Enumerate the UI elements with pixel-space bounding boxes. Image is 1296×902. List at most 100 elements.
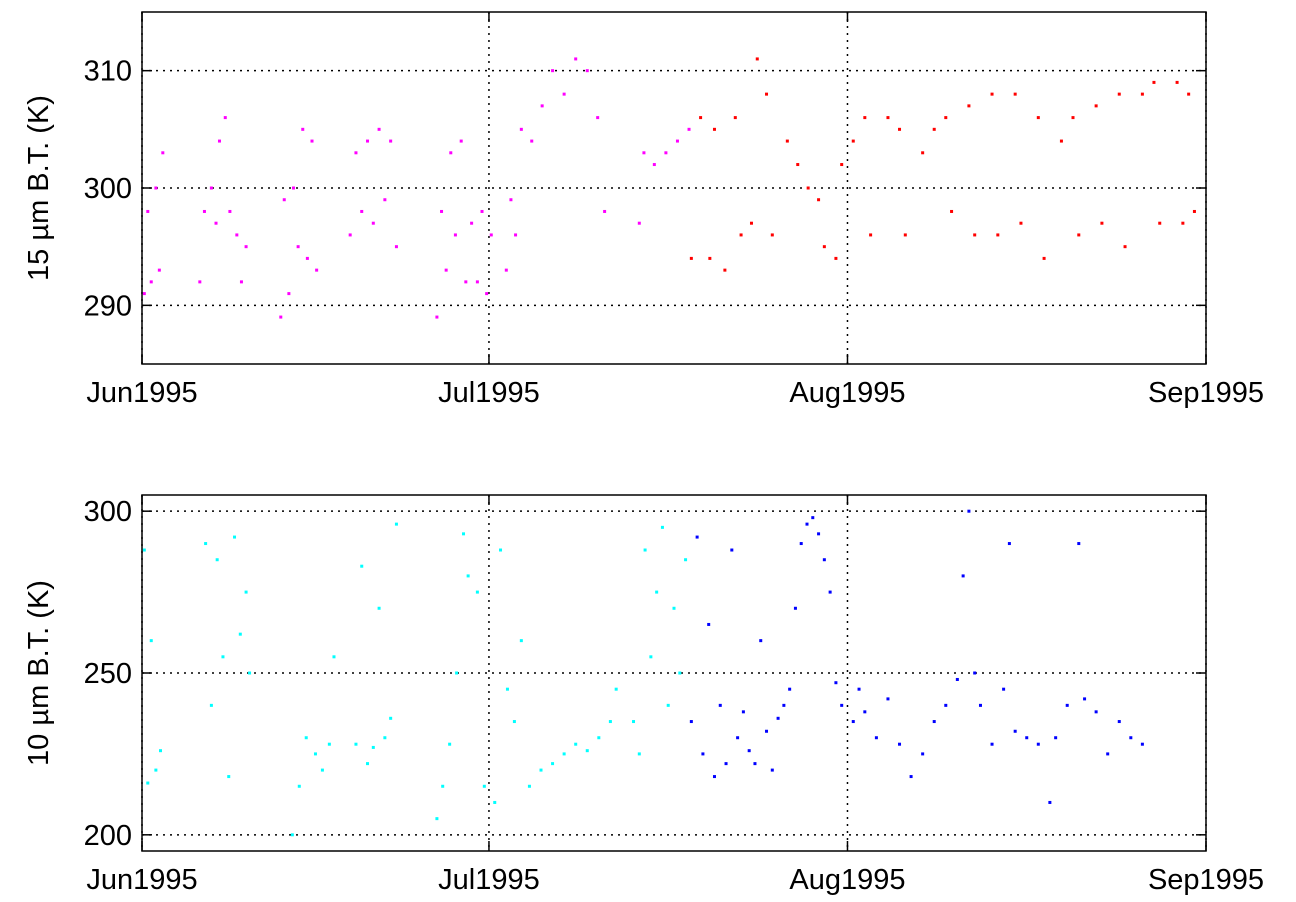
x-tick-label: Jul1995	[438, 864, 540, 896]
data-point	[950, 209, 954, 213]
data-point	[223, 116, 227, 120]
data-point	[840, 703, 844, 707]
data-point	[785, 139, 789, 143]
data-point	[770, 233, 774, 237]
data-point	[157, 268, 161, 272]
data-point	[990, 92, 994, 96]
data-point	[209, 703, 213, 707]
data-point	[739, 233, 743, 237]
data-point	[1158, 221, 1162, 225]
x-tick-label: Jul1995	[438, 377, 540, 409]
data-point	[684, 558, 688, 562]
data-point	[712, 775, 716, 779]
data-point	[551, 762, 555, 766]
data-point	[161, 151, 165, 155]
data-point	[718, 703, 722, 707]
x-tick-label: Sep1995	[1148, 864, 1264, 896]
data-point	[1007, 542, 1011, 546]
data-point	[301, 127, 305, 131]
data-point	[687, 127, 691, 131]
y-tick-label: 250	[84, 658, 132, 690]
data-point	[701, 752, 705, 756]
data-point	[822, 558, 826, 562]
data-point	[389, 716, 393, 720]
data-point	[967, 509, 971, 513]
data-point	[978, 703, 982, 707]
data-point	[530, 139, 534, 143]
data-point	[1181, 221, 1185, 225]
data-point	[371, 221, 375, 225]
data-point	[707, 622, 711, 626]
data-point	[834, 681, 838, 685]
data-point	[708, 256, 712, 260]
data-point	[444, 268, 448, 272]
data-point	[315, 268, 319, 272]
data-point	[366, 762, 370, 766]
data-point	[689, 256, 693, 260]
data-point	[228, 209, 232, 213]
data-point	[1123, 245, 1127, 249]
data-point	[519, 639, 523, 643]
data-point	[514, 233, 518, 237]
data-point	[874, 736, 878, 740]
data-point	[1013, 729, 1017, 733]
data-point	[736, 736, 740, 740]
x-tick-label: Sep1995	[1148, 377, 1264, 409]
y-tick-label: 300	[84, 173, 132, 205]
data-point	[793, 606, 797, 610]
data-point	[1025, 736, 1029, 740]
data-point	[440, 209, 444, 213]
data-point	[149, 280, 153, 284]
data-point	[747, 749, 751, 753]
data-point	[449, 151, 453, 155]
data-point	[996, 233, 1000, 237]
data-point	[360, 209, 364, 213]
data-point	[239, 280, 243, 284]
data-point	[724, 762, 728, 766]
data-point	[292, 186, 296, 190]
data-point	[730, 548, 734, 552]
data-point	[637, 221, 641, 225]
data-point	[765, 92, 769, 96]
data-point	[1036, 116, 1040, 120]
data-point	[489, 233, 493, 237]
data-point	[1077, 233, 1081, 237]
data-point	[504, 268, 508, 272]
data-point	[459, 139, 463, 143]
data-point	[354, 742, 358, 746]
data-point	[660, 525, 664, 529]
data-point	[675, 139, 679, 143]
data-point	[159, 749, 163, 753]
data-point	[485, 292, 489, 296]
data-point	[154, 768, 158, 772]
data-point	[297, 784, 301, 788]
axes-frame	[141, 494, 1207, 852]
data-point	[332, 655, 336, 659]
data-point	[435, 315, 439, 319]
data-point	[327, 742, 331, 746]
data-point	[973, 671, 977, 675]
data-point	[348, 233, 352, 237]
data-point	[932, 127, 936, 131]
data-point	[1036, 742, 1040, 746]
data-point	[1175, 80, 1179, 84]
data-point	[759, 639, 763, 643]
data-point	[585, 69, 589, 73]
data-point	[596, 116, 600, 120]
data-point	[221, 655, 225, 659]
data-point	[149, 639, 153, 643]
data-point	[142, 292, 146, 296]
data-point	[811, 516, 815, 520]
y-tick-label: 290	[84, 290, 132, 322]
data-point	[678, 671, 682, 675]
data-point	[652, 163, 656, 167]
data-point	[366, 139, 370, 143]
data-point	[755, 57, 759, 61]
data-point	[944, 116, 948, 120]
data-point	[244, 245, 248, 249]
data-point	[649, 655, 653, 659]
data-point	[898, 742, 902, 746]
data-point	[822, 245, 826, 249]
data-point	[955, 677, 959, 681]
data-point	[909, 775, 913, 779]
